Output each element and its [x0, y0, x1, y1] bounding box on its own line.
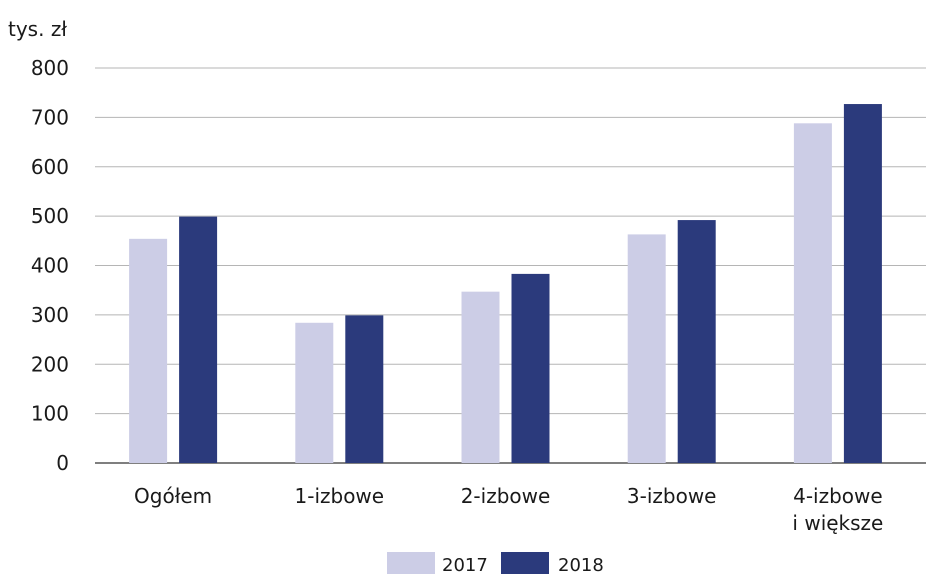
y-tick-label: 800: [31, 56, 69, 80]
bar-2018-1: [345, 315, 384, 463]
legend-label-2017: 2017: [442, 555, 488, 576]
gridlines: [95, 67, 926, 464]
x-category-label: Ogółem: [134, 484, 212, 508]
bar-2018-3: [677, 220, 716, 463]
bar-2017-0: [129, 238, 168, 463]
bar-2017-3: [627, 234, 666, 463]
y-tick-label: 0: [56, 451, 69, 475]
y-tick-label: 200: [31, 352, 69, 376]
y-tick-label: 700: [31, 105, 69, 129]
x-axis: Ogółem 1-izbowe 2-izbowe 3-izbowe 4-izbowe i …: [134, 484, 883, 535]
y-axis-unit-label: tys. zł: [8, 17, 67, 41]
x-category-label: 4-izbowe: [793, 484, 883, 508]
y-tick-label: 100: [31, 402, 69, 426]
bar-2018-4: [843, 104, 882, 463]
bar-2017-4: [793, 123, 832, 464]
y-tick-label: 400: [31, 254, 69, 278]
bars: [129, 104, 882, 464]
x-category-label: 3-izbowe: [627, 484, 717, 508]
y-axis-ticks: 0 100 200 300 400 500 600 700 800: [31, 56, 69, 475]
y-tick-label: 500: [31, 204, 69, 228]
x-category-label: 2-izbowe: [461, 484, 551, 508]
y-tick-label: 600: [31, 155, 69, 179]
bar-2018-0: [179, 216, 218, 463]
x-category-label: 1-izbowe: [295, 484, 385, 508]
legend-swatch-2017: [387, 552, 435, 574]
bar-2017-2: [461, 291, 500, 463]
legend-swatch-2018: [501, 552, 549, 574]
legend-label-2018: 2018: [558, 555, 604, 576]
bar-2018-2: [511, 273, 550, 463]
x-category-label: i większe: [792, 511, 883, 535]
bar-2017-1: [295, 322, 334, 463]
y-tick-label: 300: [31, 303, 69, 327]
legend: 2017 2018: [387, 552, 604, 576]
